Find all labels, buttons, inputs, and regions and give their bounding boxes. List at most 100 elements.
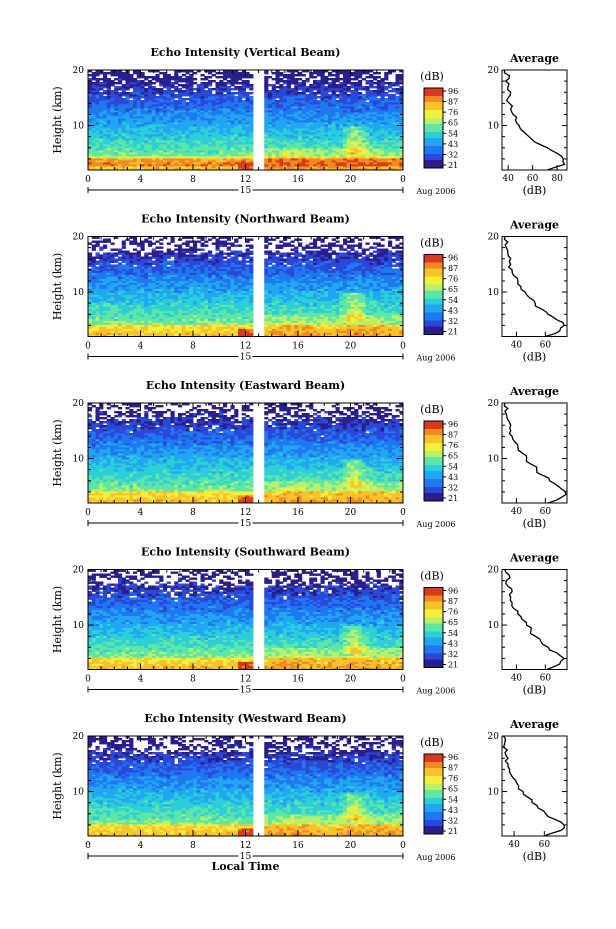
heatmap-cell — [103, 86, 108, 89]
heatmap-cell — [178, 160, 183, 163]
heatmap-cell — [110, 158, 115, 161]
heatmap-cell — [178, 112, 183, 115]
heatmap-cell — [193, 166, 198, 169]
heatmap-cell — [166, 248, 171, 251]
heatmap-cell — [110, 248, 115, 251]
heatmap-cell — [174, 138, 179, 141]
heatmap-cell — [200, 100, 205, 103]
heatmap-cell — [91, 240, 96, 243]
heatmap-cell — [193, 126, 198, 129]
colorbar-segment — [424, 144, 443, 147]
heatmap-cell — [118, 138, 123, 141]
heatmap-cell — [151, 78, 156, 81]
heatmap-cell — [95, 266, 100, 269]
heatmap-cell — [193, 118, 198, 121]
heatmap-cell — [136, 136, 141, 139]
heatmap-cell — [106, 160, 111, 163]
heatmap-cell — [136, 242, 141, 245]
heatmap-cell — [91, 160, 96, 163]
heatmap-cell — [196, 112, 201, 115]
heatmap-cell — [103, 162, 108, 165]
heatmap-cell — [193, 72, 198, 75]
heatmap-cell — [230, 92, 235, 95]
heatmap-cell — [114, 248, 119, 251]
heatmap-cell — [136, 130, 141, 133]
heatmap-cell — [196, 138, 201, 141]
heatmap-cell — [151, 134, 156, 137]
heatmap-cell — [181, 148, 186, 151]
heatmap-cell — [121, 140, 126, 143]
heatmap-cell — [189, 108, 194, 111]
heatmap-cell — [125, 74, 130, 77]
heatmap-cell — [144, 238, 149, 241]
heatmap-cell — [106, 90, 111, 93]
heatmap-cell — [384, 98, 389, 101]
heatmap-cell — [155, 76, 160, 79]
heatmap-cell — [151, 146, 156, 149]
heatmap-cell — [185, 166, 190, 169]
heatmap-cell — [200, 78, 205, 81]
heatmap-cell — [181, 120, 186, 123]
heatmap-cell — [159, 162, 164, 165]
heatmap-cell — [166, 152, 171, 155]
colorbar-segment — [424, 146, 443, 149]
heatmap-cell — [110, 264, 115, 267]
heatmap-cell — [118, 94, 123, 97]
heatmap-cell — [148, 146, 153, 149]
heatmap-cell — [185, 136, 190, 139]
heatmap-cell — [136, 146, 141, 149]
heatmap-cell — [129, 100, 134, 103]
heatmap-cell — [204, 114, 209, 117]
heatmap-cell — [271, 84, 276, 87]
heatmap-cell — [181, 158, 186, 161]
heatmap-cell — [200, 82, 205, 85]
heatmap-cell — [151, 116, 156, 119]
heatmap-cell — [133, 92, 138, 95]
heatmap-cell — [151, 76, 156, 79]
heatmap-cell — [95, 154, 100, 157]
heatmap-cell — [151, 102, 156, 105]
heatmap-cell — [144, 144, 149, 147]
heatmap-cell — [103, 74, 108, 77]
heatmap-cell — [148, 166, 153, 169]
heatmap-cell — [166, 142, 171, 145]
heatmap-cell — [95, 162, 100, 165]
heatmap-cell — [189, 146, 194, 149]
heatmap-cell — [114, 132, 119, 135]
heatmap-cell — [95, 118, 100, 121]
heatmap-cell — [88, 168, 93, 171]
heatmap-cell — [106, 98, 111, 101]
heatmap-cell — [159, 122, 164, 125]
heatmap-cell — [181, 164, 186, 167]
heatmap-cell — [234, 86, 239, 89]
heatmap-cell — [189, 116, 194, 119]
heatmap-cell — [129, 124, 134, 127]
heatmap-cell — [140, 168, 145, 171]
heatmap-cell — [185, 86, 190, 89]
heatmap-cell — [166, 104, 171, 107]
heatmap-cell — [103, 106, 108, 109]
heatmap-cell — [211, 74, 216, 77]
heatmap-cell — [140, 144, 145, 147]
heatmap-cell — [361, 94, 366, 97]
heatmap-cell — [388, 82, 393, 85]
heatmap-cell — [114, 92, 119, 95]
heatmap-cell — [204, 130, 209, 133]
heatmap-cell — [118, 128, 123, 131]
heatmap-cell — [129, 168, 134, 171]
heatmap-cell — [110, 94, 115, 97]
heatmap-cell — [125, 102, 130, 105]
heatmap-cell — [103, 110, 108, 113]
heatmap-cell — [174, 112, 179, 115]
heatmap-cell — [178, 158, 183, 161]
heatmap-cell — [151, 152, 156, 155]
heatmap-cell — [200, 74, 205, 77]
heatmap-cell — [148, 162, 153, 165]
heatmap-cell — [121, 92, 126, 95]
colorbar-segment — [424, 154, 443, 157]
heatmap-cell — [91, 116, 96, 119]
heatmap-cell — [114, 122, 119, 125]
heatmap-cell — [125, 86, 130, 89]
heatmap-cell — [204, 132, 209, 135]
heatmap-cell — [125, 158, 130, 161]
